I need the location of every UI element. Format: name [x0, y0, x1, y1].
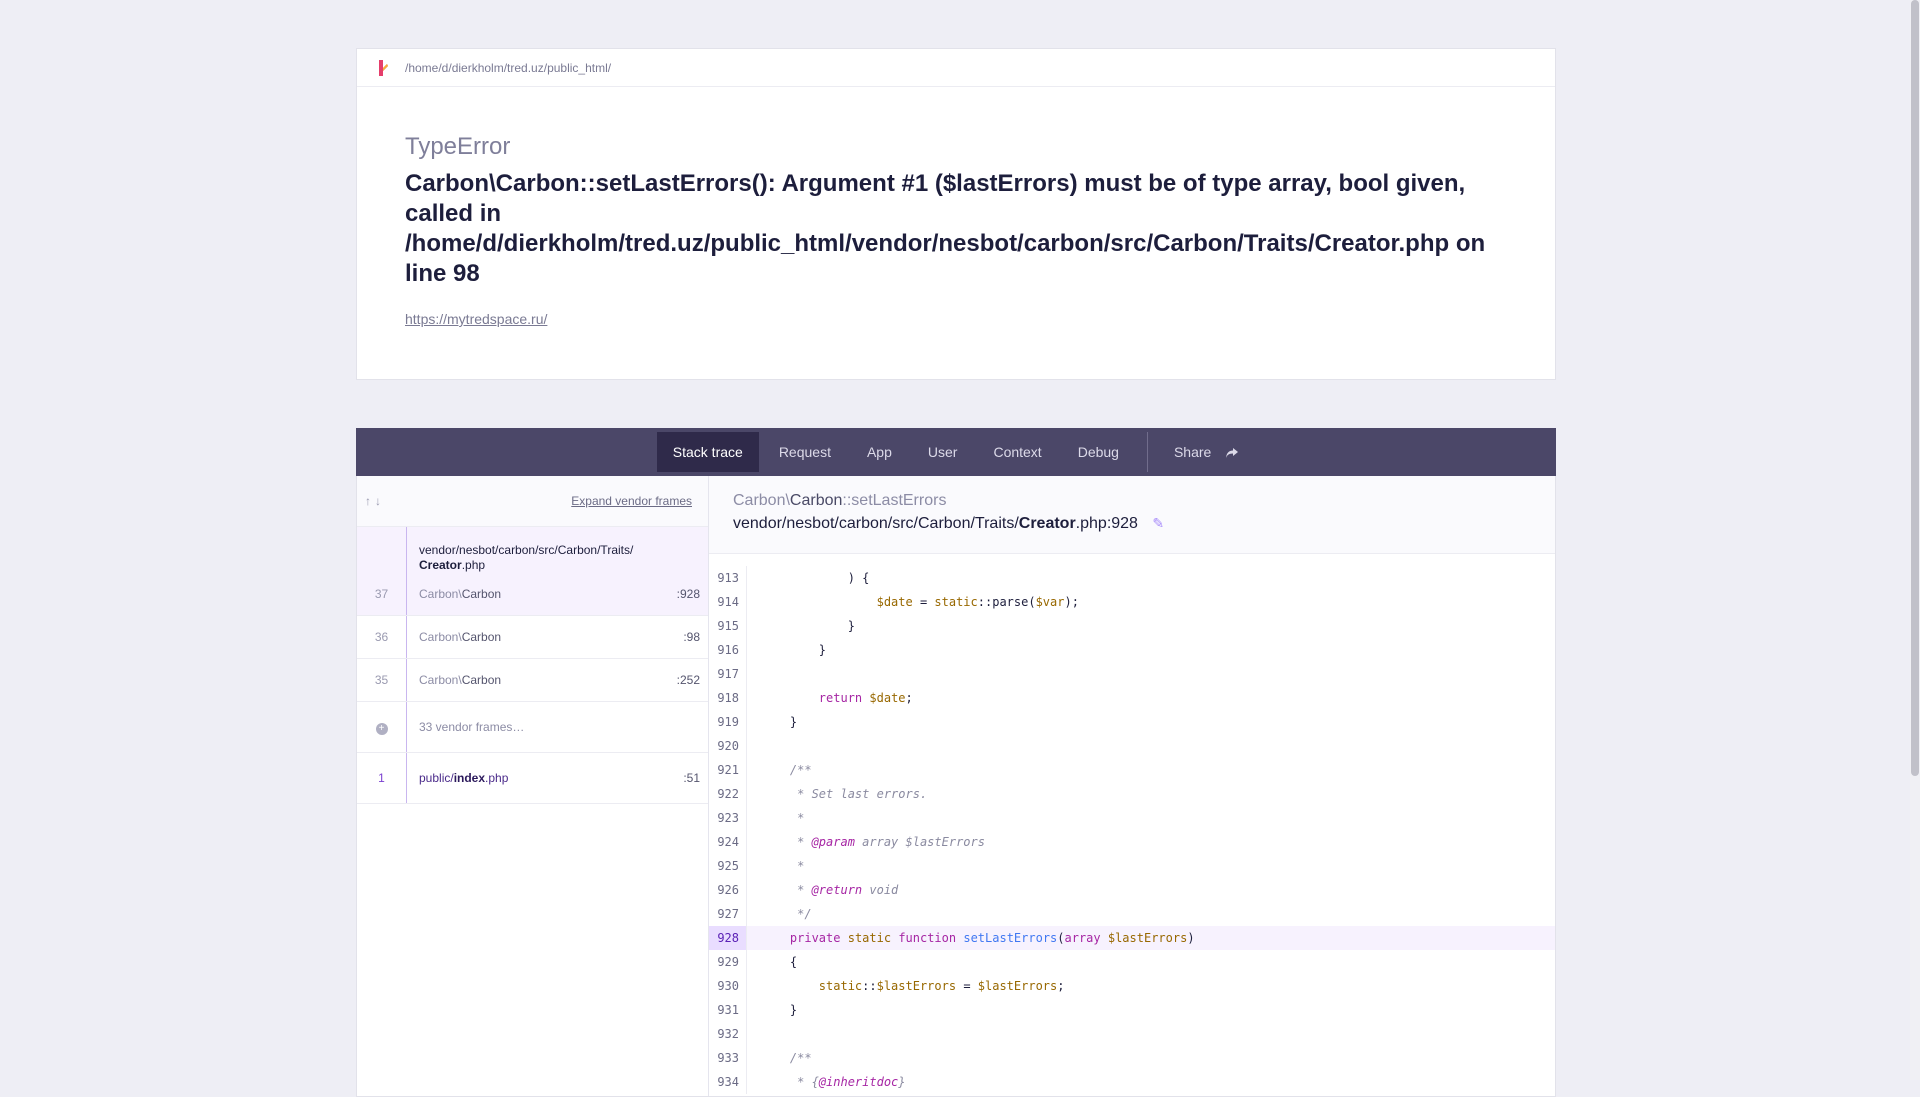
code-line: 922 * Set last errors.: [709, 782, 1555, 806]
edit-pencil-icon[interactable]: ✎: [1152, 515, 1165, 531]
code-line: 916 }: [709, 638, 1555, 662]
frame-item[interactable]: 37 vendor/nesbot/carbon/src/Carbon/Trait…: [357, 527, 708, 616]
expand-vendor-frames-button[interactable]: Expand vendor frames: [571, 494, 692, 508]
arrow-down-icon[interactable]: ↓: [375, 494, 381, 508]
code-line: 933 /**: [709, 1046, 1555, 1070]
frame-item[interactable]: 35 Carbon\Carbon :252: [357, 659, 708, 702]
exception-message: Carbon\Carbon::setLastErrors(): Argument…: [405, 170, 1486, 287]
exception-class: TypeError: [405, 133, 511, 160]
code-line: 914 $date = static::parse($var);: [709, 590, 1555, 614]
error-header-card: /home/d/dierkholm/tred.uz/public_html/ T…: [356, 48, 1556, 380]
frame-number: 35: [357, 659, 407, 701]
frame-line: :252: [676, 673, 700, 687]
exception-body: TypeError Carbon\Carbon::setLastErrors()…: [357, 87, 1555, 379]
frame-file: vendor/nesbot/carbon/src/Carbon/Traits/ …: [419, 527, 700, 573]
plus-icon: +: [375, 723, 388, 735]
vendor-frames-label: 33 vendor frames…: [419, 720, 525, 734]
code-line: 918 return $date;: [709, 686, 1555, 710]
code-line: 921 /**: [709, 758, 1555, 782]
highlighted-code-line: 928 private static function setLastError…: [709, 926, 1555, 950]
frame-navigation: ↑ ↓: [365, 494, 381, 508]
tab-debug[interactable]: Debug: [1077, 444, 1119, 460]
frame-number: 37: [357, 527, 407, 615]
vendor-frames-toggle[interactable]: + 33 vendor frames…: [357, 702, 708, 753]
path-bar: /home/d/dierkholm/tred.uz/public_html/: [357, 49, 1555, 87]
frames-list: ↑ ↓ Expand vendor frames 37 vendor/nesbo…: [357, 476, 709, 1096]
code-line: 929 {: [709, 950, 1555, 974]
frame-class: Carbon\Carbon: [419, 673, 502, 687]
code-header: Carbon\Carbon::setLastErrors vendor/nesb…: [709, 476, 1555, 554]
tab-stack-trace[interactable]: Stack trace: [656, 432, 759, 472]
frame-detail: Carbon\Carbon :928: [419, 573, 700, 615]
frames-toolbar: ↑ ↓ Expand vendor frames: [357, 476, 708, 527]
arrow-up-icon[interactable]: ↑: [365, 494, 371, 508]
share-label: Share: [1173, 444, 1212, 460]
frame-item[interactable]: 1 public/index.php :51: [357, 753, 708, 804]
code-line: 931 }: [709, 998, 1555, 1022]
code-line: 917: [709, 662, 1555, 686]
scrollbar-thumb[interactable]: [1911, 0, 1919, 776]
frame-line: :98: [683, 630, 700, 644]
tab-context[interactable]: Context: [993, 444, 1042, 460]
project-path: /home/d/dierkholm/tred.uz/public_html/: [405, 60, 612, 75]
tab-user[interactable]: User: [927, 444, 958, 460]
code-line: 915 }: [709, 614, 1555, 638]
frame-class: Carbon\Carbon: [419, 630, 502, 644]
code-line: 919 }: [709, 710, 1555, 734]
frame-class: Carbon\Carbon: [419, 587, 502, 601]
code-line: 926 * @return void: [709, 878, 1555, 902]
share-button[interactable]: Share: [1158, 432, 1255, 472]
code-line: 925 *: [709, 854, 1555, 878]
ignition-logo-icon: [379, 59, 388, 76]
frame-file: public/index.php: [419, 771, 509, 785]
frame-line: :928: [676, 587, 700, 601]
code-line: 923 *: [709, 806, 1555, 830]
tab-app[interactable]: App: [866, 444, 892, 460]
code-line: 934 * {@inheritdoc}: [709, 1070, 1555, 1094]
code-line: 927 */: [709, 902, 1555, 926]
error-page: /home/d/dierkholm/tred.uz/public_html/ T…: [356, 48, 1556, 1097]
frame-file-name: Creator: [419, 558, 462, 572]
frame-line: :51: [683, 771, 700, 785]
frame-number: 1: [357, 753, 407, 803]
code-file-path: vendor/nesbot/carbon/src/Carbon/Traits/C…: [733, 515, 1165, 532]
frame-file-dir: vendor/nesbot/carbon/src/Carbon/Traits/: [419, 543, 634, 557]
code-line: 913 ) {: [709, 566, 1555, 590]
page-scrollbar[interactable]: [1910, 0, 1920, 1080]
code-lines: 913 ) { 914 $date = static::parse($var);…: [709, 554, 1555, 1094]
stack-trace-panel: ↑ ↓ Expand vendor frames 37 vendor/nesbo…: [356, 476, 1556, 1097]
frame-file-ext: .php: [461, 558, 486, 572]
tab-bar: Stack trace Request App User Context Deb…: [356, 428, 1556, 476]
tab-request[interactable]: Request: [778, 444, 831, 460]
tab-divider: [1146, 432, 1148, 472]
code-line: 924 * @param array $lastErrors: [709, 830, 1555, 854]
share-icon: [1226, 448, 1239, 459]
code-line: 920: [709, 734, 1555, 758]
code-method: Carbon\Carbon::setLastErrors: [733, 492, 947, 509]
code-viewer: Carbon\Carbon::setLastErrors vendor/nesb…: [709, 476, 1555, 1096]
frame-item[interactable]: 36 Carbon\Carbon :98: [357, 616, 708, 659]
code-line: 930 static::$lastErrors = $lastErrors;: [709, 974, 1555, 998]
request-url-link[interactable]: https://mytredspace.ru/: [405, 311, 548, 327]
code-line: 932: [709, 1022, 1555, 1046]
frame-number: 36: [357, 616, 407, 658]
